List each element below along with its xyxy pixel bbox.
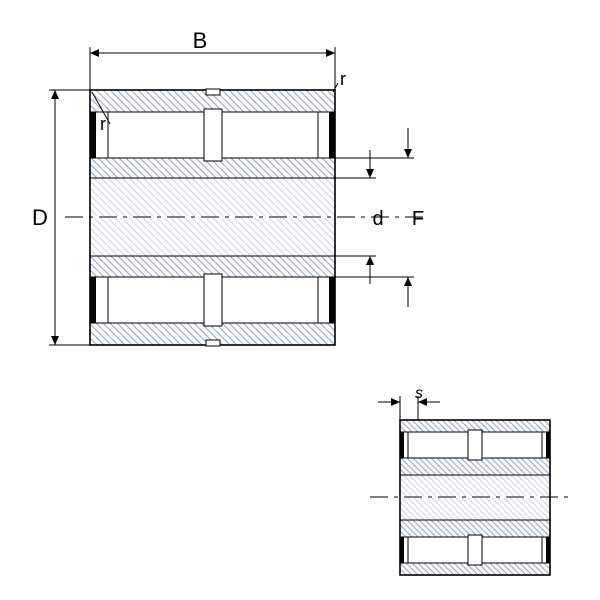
bearing-diagram: B Dd Fr r s	[0, 0, 600, 600]
svg-text:D: D	[32, 205, 48, 230]
svg-text:d: d	[372, 208, 383, 230]
svg-text:s: s	[415, 385, 423, 402]
svg-text:F: F	[412, 208, 424, 230]
svg-text:B: B	[193, 28, 208, 53]
svg-text:r: r	[100, 114, 106, 134]
svg-text:r: r	[340, 69, 346, 89]
